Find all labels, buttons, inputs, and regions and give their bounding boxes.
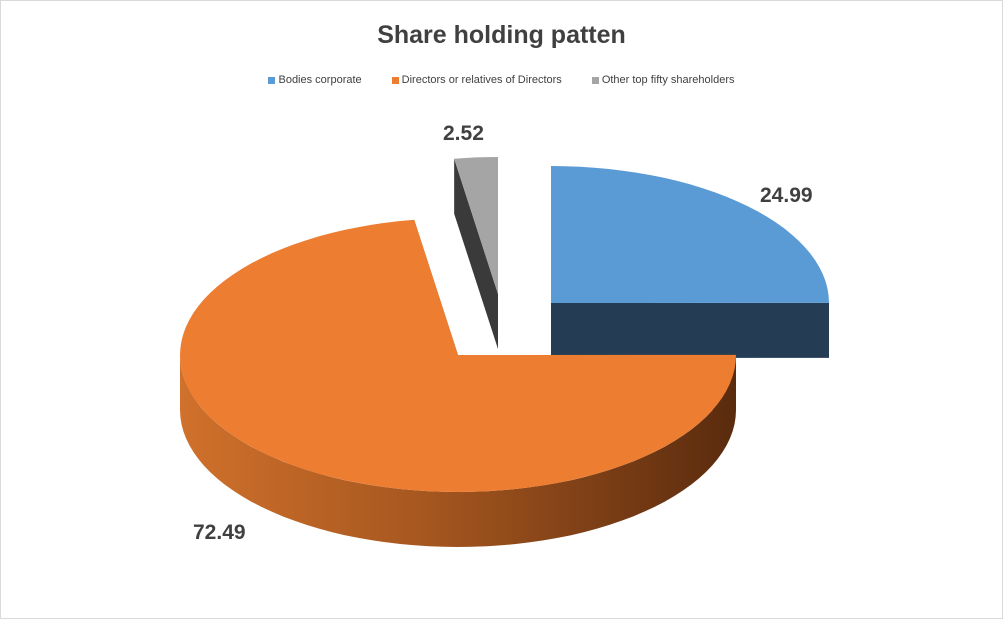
pie-wall-bodies-corporate — [551, 302, 829, 358]
legend-label: Other top fifty shareholders — [601, 74, 735, 86]
pie-slice-bodies-corporate — [551, 166, 829, 303]
legend-swatch — [268, 76, 276, 84]
pie-wall-other — [454, 158, 498, 349]
legend: Bodies corporate Directors or relatives … — [1, 74, 1002, 86]
legend-swatch — [591, 76, 599, 84]
legend-item-other: Other top fifty shareholders — [591, 74, 735, 86]
legend-item-directors: Directors or relatives of Directors — [391, 74, 562, 86]
data-label-other: 2.52 — [443, 122, 484, 145]
legend-swatch — [391, 76, 399, 84]
legend-label: Directors or relatives of Directors — [401, 74, 562, 86]
legend-label: Bodies corporate — [278, 74, 362, 86]
pie-slice-other — [454, 157, 498, 294]
pie-side-directors — [180, 355, 736, 547]
data-label-directors: 72.49 — [193, 521, 246, 544]
pie-slice-directors — [180, 219, 736, 492]
legend-item-bodies-corporate: Bodies corporate — [268, 74, 362, 86]
chart-title: Share holding patten — [377, 21, 626, 49]
data-label-bodies-corporate: 24.99 — [760, 184, 813, 207]
